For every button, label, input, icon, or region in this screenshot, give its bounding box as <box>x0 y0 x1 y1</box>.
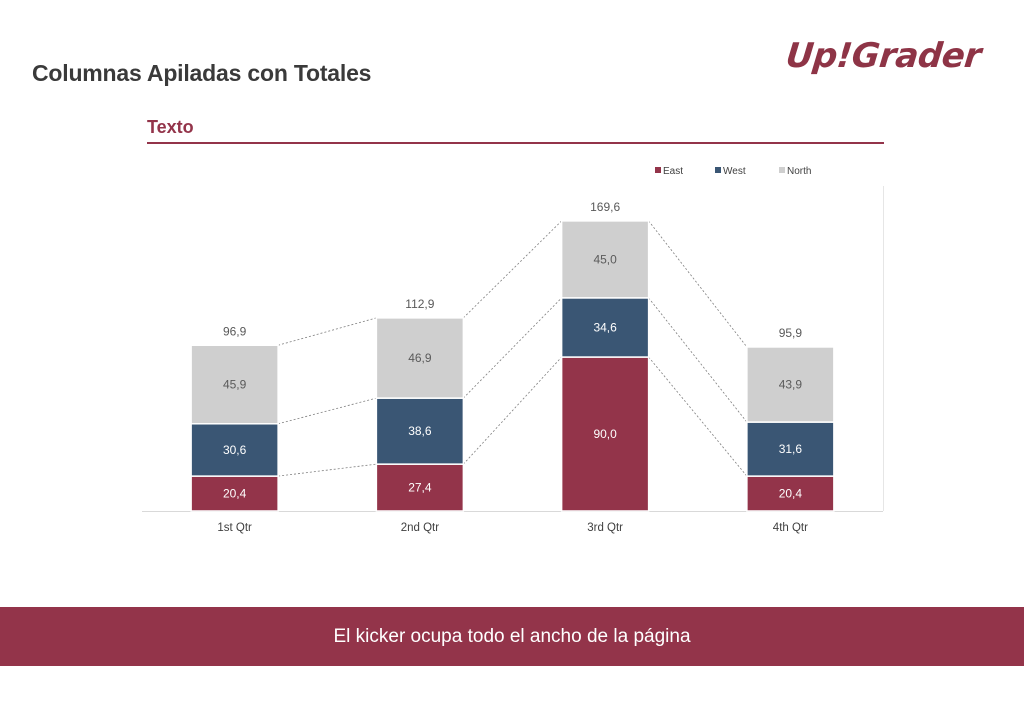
page-title: Columnas Apiladas con Totales <box>32 60 372 86</box>
legend-label: East <box>663 166 683 177</box>
data-label: 31,6 <box>779 442 803 456</box>
series-connector <box>648 220 748 348</box>
bar-east <box>746 475 835 512</box>
bar-west <box>375 397 465 465</box>
legend-swatch-east <box>655 167 661 173</box>
total-label: 96,9 <box>223 324 247 338</box>
bar-north <box>190 344 279 425</box>
series-connector <box>278 317 377 346</box>
series-connector <box>463 220 562 319</box>
bar-west <box>190 423 279 477</box>
data-label: 43,9 <box>779 378 803 392</box>
legend-swatch-north <box>779 167 785 173</box>
series-connector <box>648 297 748 423</box>
total-label: 95,9 <box>779 326 803 340</box>
bar-west <box>746 421 835 477</box>
x-tick-label: 2nd Qtr <box>401 522 440 534</box>
total-label: 169,6 <box>590 200 620 214</box>
x-tick-label: 1st Qtr <box>217 522 252 534</box>
series-connector <box>463 297 562 399</box>
kicker-text: El kicker ocupa todo el ancho de la pági… <box>333 625 691 647</box>
bar-east <box>560 356 650 512</box>
bar-north <box>560 220 650 299</box>
data-label: 30,6 <box>223 443 247 457</box>
x-tick-label: 4th Qtr <box>773 522 808 534</box>
x-tick-label: 3rd Qtr <box>587 522 623 534</box>
bar-east <box>375 463 465 512</box>
data-label: 38,6 <box>408 424 432 438</box>
data-label: 20,4 <box>779 487 803 501</box>
data-label: 45,0 <box>593 252 617 266</box>
data-label: 90,0 <box>593 427 617 441</box>
series-connector <box>463 356 562 465</box>
data-label: 46,9 <box>408 351 432 365</box>
legend-swatch-west <box>715 167 721 173</box>
series-connector <box>278 397 377 425</box>
total-label: 112,9 <box>405 297 434 311</box>
stacked-column-chart: 20,4 30,6 45,9 96,9 1st Qtr 27,4 38,6 46,9 112,9… <box>142 166 884 534</box>
data-label: 34,6 <box>593 320 617 334</box>
kicker-banner: El kicker ocupa todo el ancho de la pági… <box>0 607 1024 666</box>
legend-label: West <box>723 166 746 177</box>
series-connector <box>278 463 377 477</box>
section-divider <box>147 142 884 144</box>
bar-north <box>746 346 835 423</box>
bar-north <box>375 317 465 399</box>
data-label: 45,9 <box>223 378 247 392</box>
series-connector <box>648 356 748 477</box>
bar-west <box>560 297 650 358</box>
section-title: Texto <box>147 117 194 137</box>
data-label: 27,4 <box>408 481 432 495</box>
data-label: 20,4 <box>223 487 247 501</box>
bar-east <box>190 475 279 512</box>
legend-label: North <box>787 166 811 177</box>
